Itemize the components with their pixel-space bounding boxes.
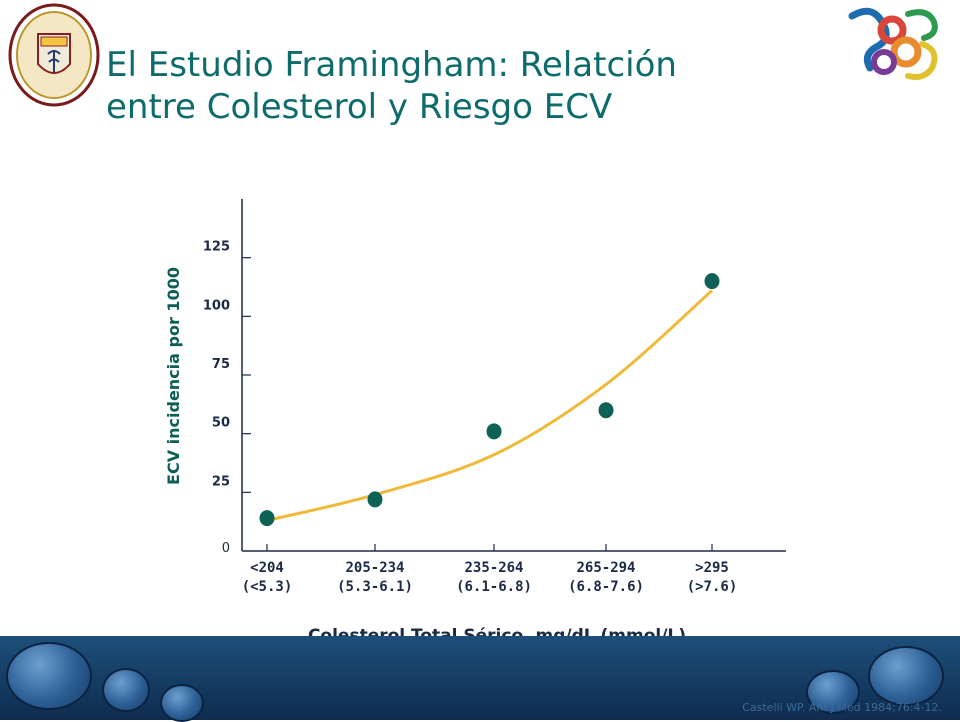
x-tick-sublabel: (5.3-6.1) xyxy=(337,579,413,595)
x-tick-label: 235-264 xyxy=(464,560,523,576)
footer-bubble xyxy=(102,668,150,712)
x-tick-sublabel: (6.1-6.8) xyxy=(456,579,532,595)
y-tick-label: 0 xyxy=(222,541,230,556)
footer-bubble xyxy=(160,684,204,722)
data-point xyxy=(598,402,614,419)
slide-title-line1: El Estudio Framingham: Relatción xyxy=(106,45,677,85)
y-axis-label: ECV incidencia por 1000 xyxy=(164,267,183,485)
y-tick-label: 100 xyxy=(203,298,230,313)
x-tick-sublabel: (6.8-7.6) xyxy=(568,579,644,595)
decorative-footer: Castelli WP. Am J Med 1984;76:4-12. xyxy=(0,636,960,722)
slide-title: El Estudio Framingham: Relatción entre C… xyxy=(106,44,826,128)
data-point xyxy=(486,423,502,440)
x-tick-label: <204 xyxy=(250,560,284,576)
abstract-colorful-logo xyxy=(842,4,948,86)
x-tick-sublabel: (>7.6) xyxy=(687,579,738,595)
y-tick-label: 50 xyxy=(212,416,230,431)
university-seal xyxy=(8,2,100,108)
data-point xyxy=(367,491,383,508)
x-tick-sublabel: (<5.3) xyxy=(242,579,293,595)
data-point xyxy=(704,273,720,290)
y-tick-label: 25 xyxy=(212,474,230,489)
x-tick-label: 265-294 xyxy=(576,560,635,576)
footer-bubble xyxy=(806,670,860,714)
x-tick-label: >295 xyxy=(695,560,729,576)
footer-bubble xyxy=(6,642,92,710)
data-point xyxy=(259,510,275,527)
footer-bubble xyxy=(868,646,944,706)
trend-curve xyxy=(266,289,713,522)
slide-title-line2: entre Colesterol y Riesgo ECV xyxy=(106,87,613,127)
citation-text: Castelli WP. Am J Med 1984;76:4-12. xyxy=(742,701,942,714)
x-tick-label: 205-234 xyxy=(345,560,404,576)
y-tick-label: 125 xyxy=(203,240,230,255)
y-tick-label: 75 xyxy=(212,357,230,372)
